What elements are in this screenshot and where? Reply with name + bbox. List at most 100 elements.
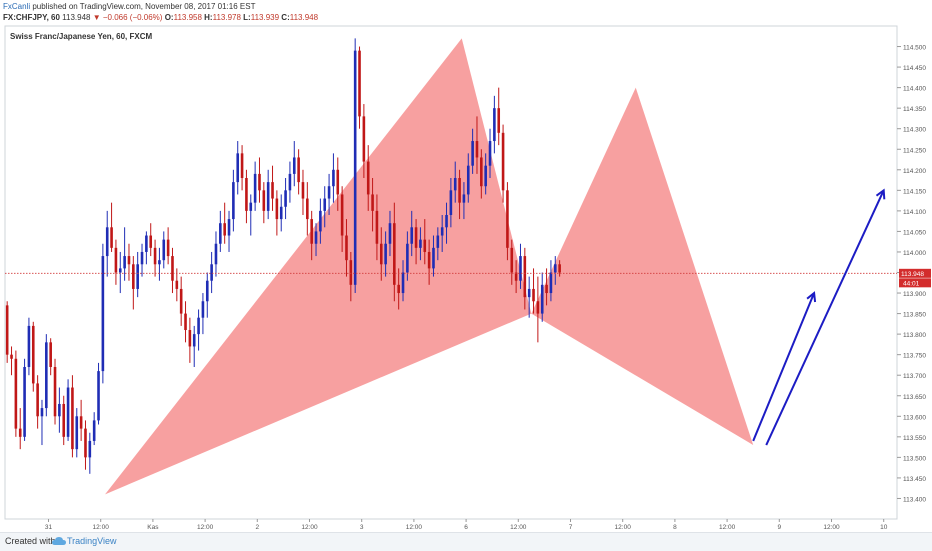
candle-down: [127, 256, 131, 265]
candle-down: [310, 219, 313, 244]
candle-down: [506, 190, 509, 248]
candle-up: [527, 288, 531, 298]
candle-up: [210, 264, 213, 281]
candle-down: [371, 194, 374, 211]
x-axis[interactable]: 31 12:00 Kas 12:00 2 12:00 3 12:00 6 12:00 7 12:00 8…: [45, 519, 888, 531]
y-tick-label: 113.700: [903, 373, 926, 380]
candle-down: [301, 182, 305, 199]
candle-up: [419, 239, 422, 248]
candle-down: [340, 194, 344, 236]
low-label: L:: [243, 13, 251, 22]
arrow-head-icon: [875, 188, 886, 200]
candle-down: [79, 416, 83, 429]
candle-down: [188, 330, 192, 347]
candle-up: [253, 173, 257, 203]
candle-down: [71, 387, 74, 450]
candle-up: [66, 387, 70, 437]
chart-title: Swiss Franc/Japanese Yen, 60, FXCM: [10, 32, 152, 41]
x-tick-label: 12:00: [301, 524, 318, 531]
candle-up: [549, 272, 553, 294]
candle-up: [205, 280, 209, 302]
y-tick-label: 113.850: [903, 312, 926, 319]
price-label: 113.948: [901, 271, 924, 278]
y-tick-label: 114.500: [903, 45, 926, 52]
y-axis[interactable]: 113.400 113.450 113.500 113.550 113.600 113.6…: [897, 45, 926, 504]
y-tick-label: 114.400: [903, 86, 926, 93]
candle-up: [449, 190, 453, 215]
candle-up: [488, 141, 492, 166]
candle-up: [123, 256, 126, 269]
candle-up: [45, 342, 48, 409]
candle-up: [88, 440, 92, 458]
candle-up: [232, 182, 235, 220]
candle-down: [379, 243, 383, 265]
candle-up: [118, 268, 122, 273]
candle-down: [558, 264, 561, 273]
candle-down: [62, 403, 66, 437]
x-tick-label: 3: [360, 524, 364, 531]
open-label: O:: [164, 13, 174, 22]
candle-up: [136, 264, 139, 289]
harmonic-pattern[interactable]: [105, 38, 754, 495]
candle-up: [27, 325, 31, 367]
x-tick-label: 6: [464, 524, 468, 531]
candle-up: [453, 178, 457, 191]
candle-up: [314, 231, 318, 244]
y-tick-label: 114.100: [903, 209, 926, 216]
y-tick-label: 113.500: [903, 455, 926, 462]
pattern-xab-triangle: [105, 38, 532, 495]
candle-down: [223, 223, 226, 236]
candle-down: [427, 251, 431, 269]
candle-up: [406, 243, 409, 273]
tradingview-link[interactable]: TradingView: [67, 536, 117, 546]
candlestick-series: [5, 38, 561, 474]
candle-down: [258, 173, 261, 191]
candle-down: [84, 428, 87, 458]
x-tick-label: Kas: [147, 524, 159, 531]
candle-down: [497, 108, 501, 133]
last-price: 113.948: [62, 13, 91, 22]
price-chart[interactable]: Swiss Franc/Japanese Yen, 60, FXCM 113.4…: [0, 22, 932, 532]
candle-down: [149, 235, 153, 248]
candle-down: [110, 227, 113, 248]
candle-up: [288, 173, 292, 191]
candle-up: [440, 227, 444, 236]
x-tick-label: 12:00: [93, 524, 110, 531]
tradingview-cloud-icon[interactable]: [52, 535, 66, 547]
candle-up: [353, 50, 357, 285]
candle-down: [18, 428, 22, 437]
x-tick-label: 12:00: [615, 524, 632, 531]
x-tick-label: 10: [880, 524, 888, 531]
candle-up: [140, 251, 144, 265]
candle-up: [101, 256, 105, 372]
candle-up: [332, 169, 335, 187]
high-label: H:: [204, 13, 213, 22]
price-label-box: [899, 268, 931, 278]
candle-down: [53, 366, 57, 417]
close-label: C:: [281, 13, 290, 22]
symbol-label[interactable]: FX:CHFJPY, 60: [3, 13, 60, 22]
candle-up: [471, 141, 474, 166]
candle-up: [162, 239, 166, 261]
x-tick-label: 9: [777, 524, 781, 531]
candle-down: [10, 354, 13, 359]
candle-up: [519, 256, 522, 281]
candle-up: [249, 202, 253, 211]
y-tick-label: 113.450: [903, 476, 926, 483]
candle-down: [501, 132, 505, 191]
candle-down: [362, 116, 366, 162]
candle-up: [58, 403, 61, 417]
candle-down: [245, 178, 248, 211]
x-tick-label: 7: [569, 524, 573, 531]
candle-up: [410, 227, 414, 244]
projection-arrows[interactable]: [752, 188, 886, 446]
candle-down: [458, 178, 461, 203]
candle-up: [319, 210, 322, 232]
candle-up: [266, 182, 270, 211]
candle-down: [14, 358, 18, 429]
candle-down: [475, 141, 479, 158]
candle-up: [292, 157, 296, 174]
candle-down: [114, 247, 118, 273]
candle-up: [197, 317, 200, 335]
author-link[interactable]: FxCanli: [3, 2, 31, 11]
